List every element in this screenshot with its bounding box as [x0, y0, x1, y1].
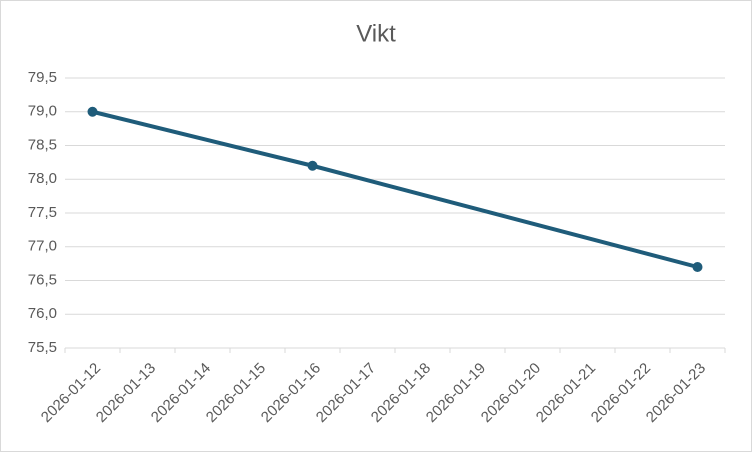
chart-title: Vikt	[356, 20, 396, 47]
y-tick-label: 79,0	[28, 103, 57, 120]
y-tick-label: 78,0	[28, 170, 57, 187]
y-tick-label: 76,0	[28, 305, 57, 322]
y-tick-label: 75,5	[28, 339, 57, 356]
y-tick-label: 78,5	[28, 136, 57, 153]
y-tick-label: 77,5	[28, 204, 57, 221]
y-tick-label: 77,0	[28, 238, 57, 255]
data-point	[87, 106, 98, 117]
y-tick-label: 79,5	[28, 69, 57, 86]
y-tick-label: 76,5	[28, 271, 57, 288]
data-point	[692, 262, 703, 272]
data-point	[307, 160, 318, 171]
